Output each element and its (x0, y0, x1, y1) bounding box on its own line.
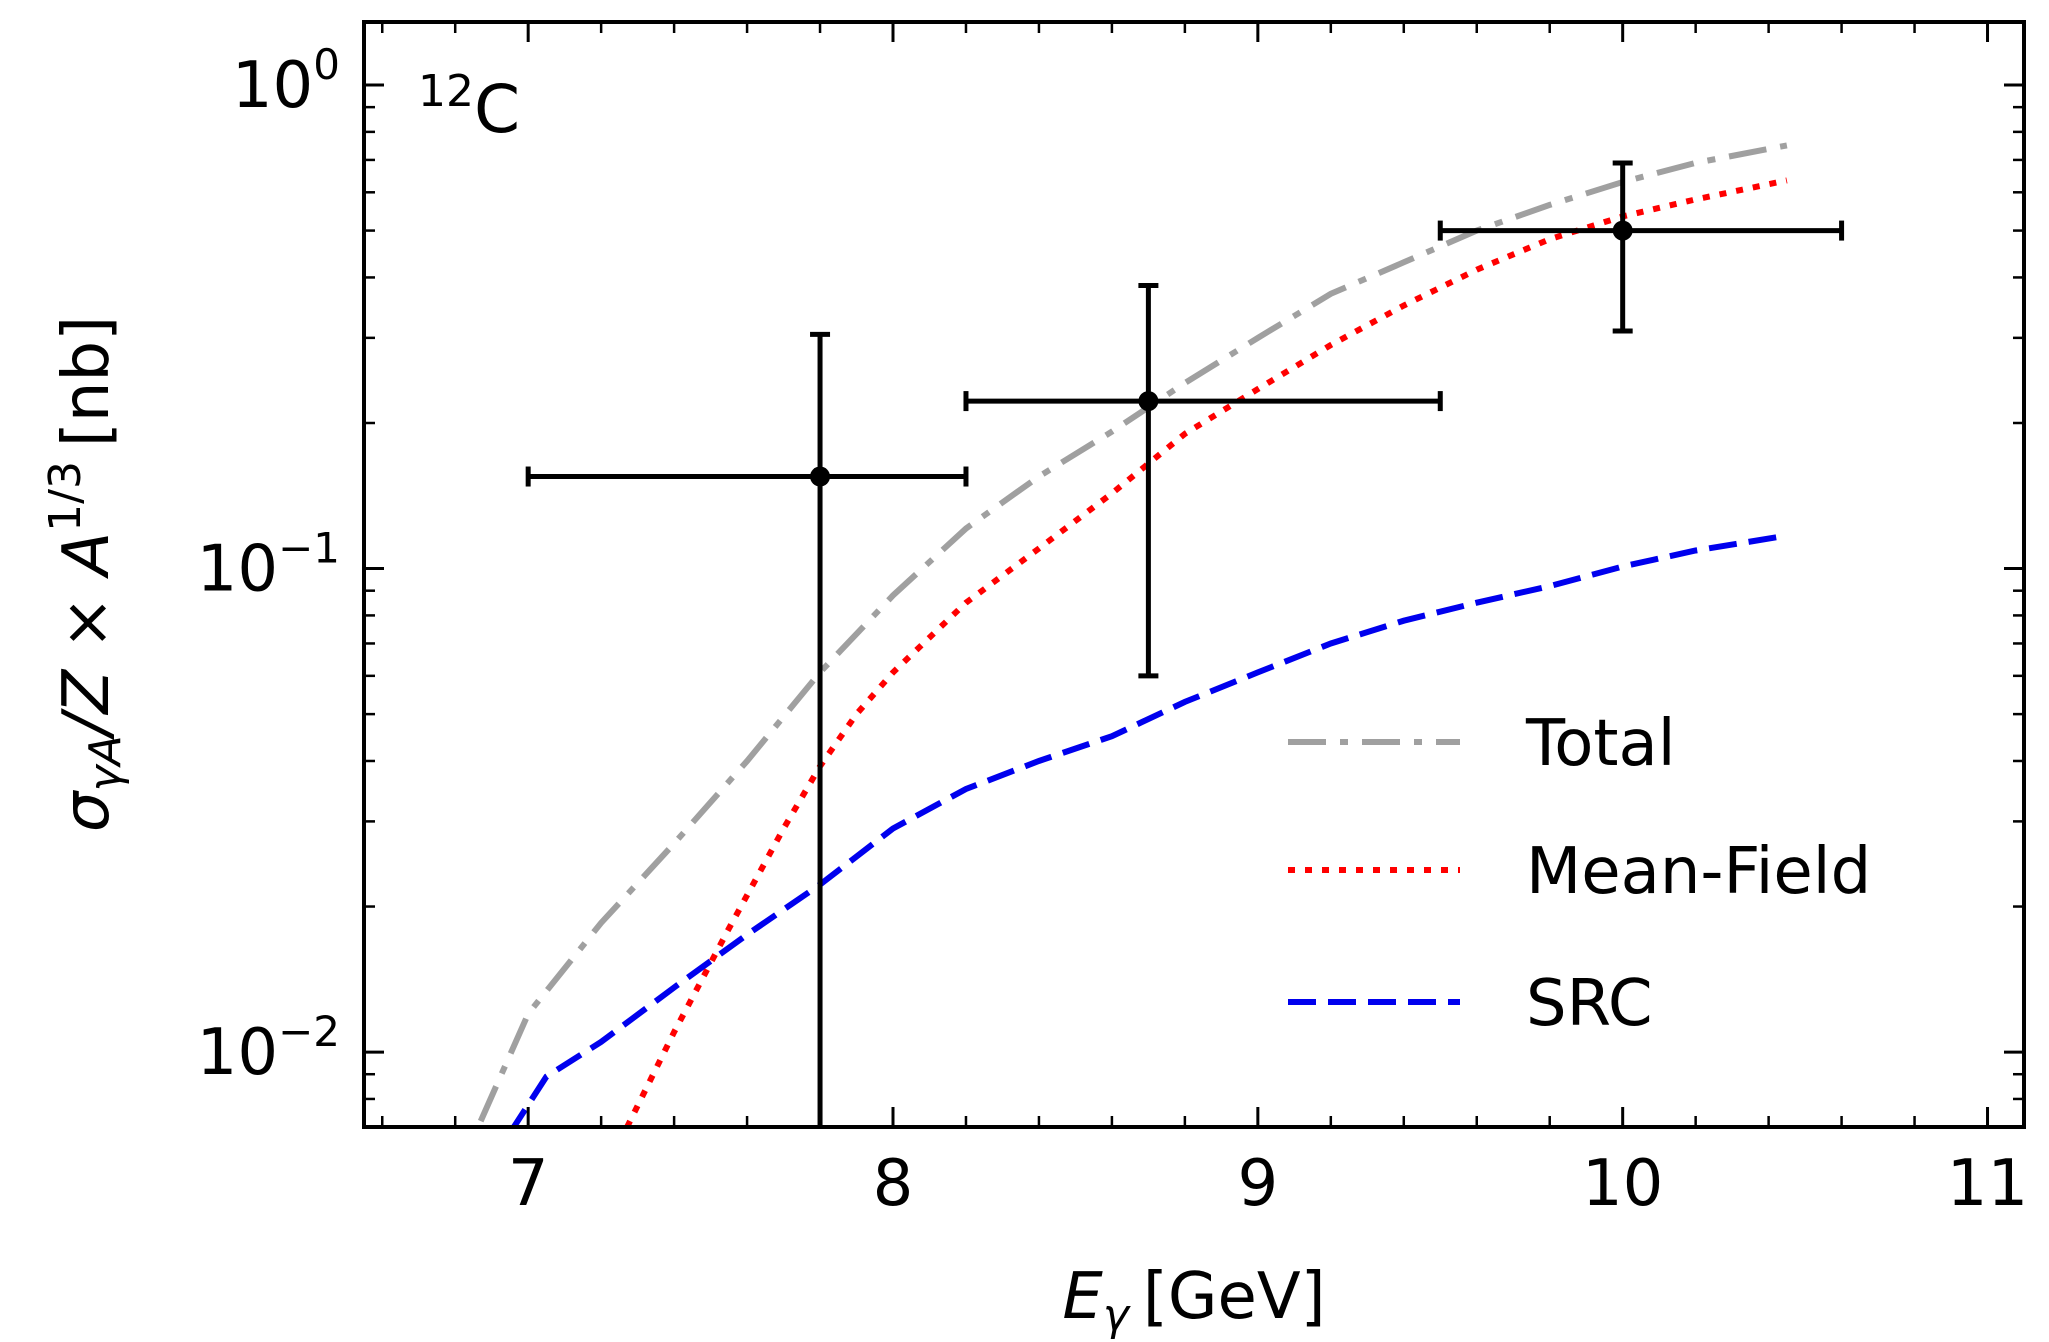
y-tick-exponent: 0 (313, 40, 340, 89)
nucleus-annotation: 12C (418, 66, 520, 148)
x-axis-sub: γ (1103, 1290, 1131, 1341)
x-axis-unit: [GeV] (1143, 1260, 1326, 1334)
y-axis-rest: /Z × A (50, 532, 124, 741)
data-point-marker (810, 466, 831, 487)
x-axis-main: E (1062, 1260, 1103, 1334)
data-point-1 (525, 331, 969, 1127)
y-tick-base: 10 (197, 533, 278, 607)
series-line-total (477, 142, 1788, 1123)
series-layer (477, 142, 1788, 1127)
mass-number: 12 (418, 66, 474, 117)
legend-entry-src: SRC (1288, 967, 1653, 1041)
legend: Total Mean-Field SRC (1288, 707, 1871, 1041)
y-tick-exponent: −1 (278, 524, 340, 573)
y-axis-main: σ (50, 789, 124, 832)
x-tick-label: 10 (1582, 1147, 1663, 1221)
data-point-3 (1437, 160, 1845, 334)
legend-label: Total (1525, 707, 1675, 781)
data-points-layer (525, 160, 1845, 1127)
y-axis-label: σγA/Z × A1/3 [nb] (40, 316, 131, 832)
plot-frame (362, 20, 2026, 1129)
legend-label: Mean-Field (1526, 835, 1871, 909)
x-tick-label: 9 (1237, 1147, 1278, 1221)
data-point-marker (1138, 391, 1159, 412)
legend-entry-mean-field: Mean-Field (1288, 835, 1871, 909)
x-tick-label: 8 (873, 1147, 914, 1221)
x-axis-label: Eγ [GeV] (1062, 1260, 1325, 1341)
y-tick-exponent: −2 (278, 1007, 340, 1056)
x-tick-label: 7 (508, 1147, 549, 1221)
data-point-2 (963, 282, 1443, 679)
y-axis-sub: γA (80, 735, 131, 791)
data-point-marker (1612, 220, 1633, 241)
y-tick-label: 10−1 (197, 524, 340, 607)
y-axis-unit: [nb] (50, 316, 124, 447)
y-axis-sup: 1/3 (40, 461, 91, 532)
y-tick-base: 10 (232, 49, 313, 123)
legend-entry-total: Total (1288, 707, 1675, 781)
series-line-src (510, 532, 1788, 1127)
y-tick-label: 100 (232, 40, 340, 123)
x-tick-label: 11 (1947, 1147, 2028, 1221)
y-tick-base: 10 (197, 1016, 278, 1090)
legend-label: SRC (1526, 967, 1653, 1041)
element-symbol: C (474, 71, 520, 148)
y-tick-label: 10−2 (197, 1007, 340, 1090)
